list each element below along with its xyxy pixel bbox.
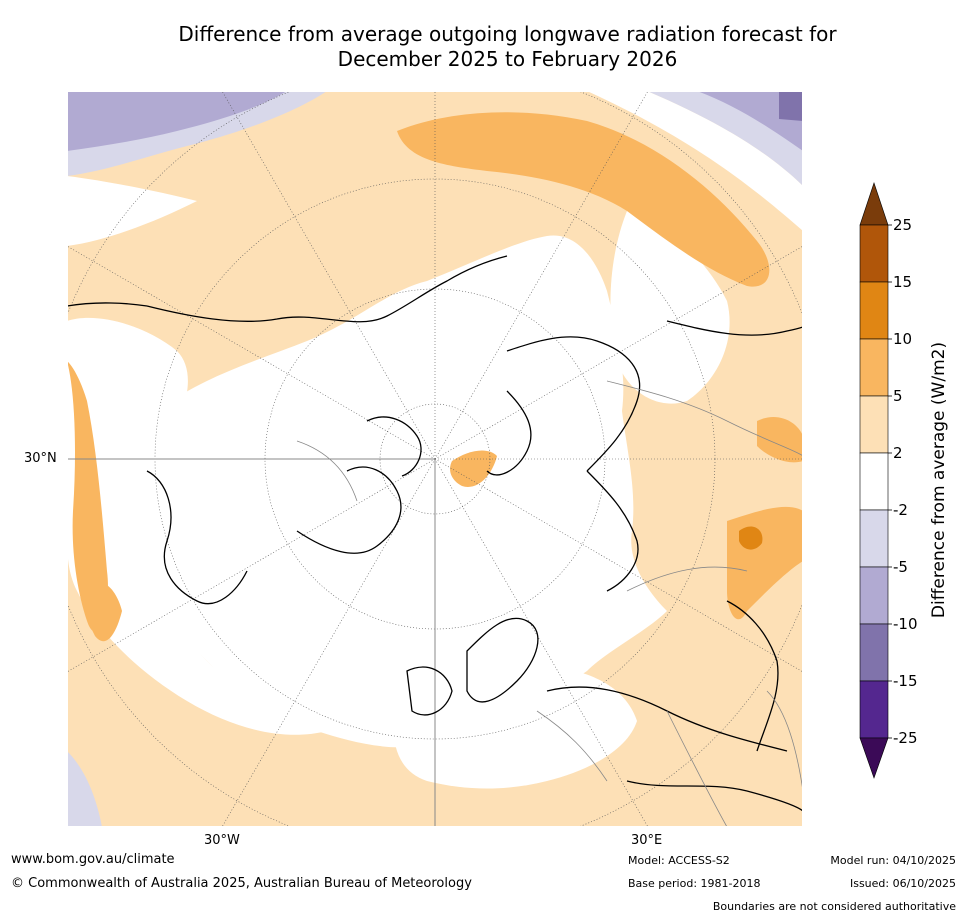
polar-map	[67, 91, 803, 827]
colorbar-tick-label: 5	[893, 387, 903, 405]
footer-model: Model: ACCESS-S2	[628, 854, 730, 867]
footer-issued: Issued: 06/10/2025	[849, 877, 956, 890]
anomaly-negative-top-right-stronger	[779, 91, 803, 121]
colorbar-label: Difference from average (W/m2)	[929, 342, 949, 618]
colorbar-under-triangle	[859, 737, 889, 779]
colorbar-swatch-7	[859, 623, 889, 682]
lon-label-30e: 30°E	[631, 833, 663, 848]
footer-model-run: Model run: 04/10/2025	[830, 854, 956, 867]
country-borders	[296, 380, 803, 827]
anomaly-5-10-pacific-edge	[67, 361, 108, 632]
colorbar-tick-label: -25	[893, 729, 918, 747]
footer-copyright: © Commonwealth of Australia 2025, Austra…	[11, 876, 472, 891]
colorbar-tick-label: -2	[893, 501, 908, 519]
anomaly-10-15-east-asia	[739, 526, 763, 550]
lat-label-30n: 30°N	[24, 451, 57, 466]
neutral-europe-region	[393, 664, 637, 789]
colorbar-tick-label: -15	[893, 672, 918, 690]
anomaly-negative-left-band	[67, 176, 197, 246]
anomaly-negative-top-right-strong	[697, 91, 803, 151]
colorbar-tick-label: 25	[893, 216, 912, 234]
neutral-east-region	[610, 211, 730, 404]
colorbar-tick-label: 10	[893, 330, 912, 348]
chart-title: Difference from average outgoing longwav…	[0, 22, 965, 72]
neutral-pacific-region	[67, 317, 327, 735]
footer-base-period: Base period: 1981-2018	[628, 877, 761, 890]
colorbar-tick-label: 15	[893, 273, 912, 291]
colorbar-swatch-2	[859, 338, 889, 397]
colorbar-swatch-6	[859, 566, 889, 625]
colorbar-tick-label: -10	[893, 615, 918, 633]
anomaly-5-10-bottom-left	[86, 582, 122, 642]
colorbar-swatch-3	[859, 395, 889, 454]
title-line-2: December 2025 to February 2026	[337, 47, 678, 71]
colorbar-swatch-8	[859, 680, 889, 739]
colorbar-swatch-4	[859, 452, 889, 511]
lon-label-30w: 30°W	[204, 833, 240, 848]
anomaly-5-10-siberia	[397, 112, 770, 287]
footer-website[interactable]: www.bom.gov.au/climate	[11, 852, 175, 867]
colorbar-over-triangle	[859, 182, 889, 226]
anomaly-5-10-barents	[450, 450, 497, 487]
neutral-top-right-band	[587, 91, 803, 231]
colorbar-swatch-5	[859, 509, 889, 568]
colorbar-swatch-0	[859, 224, 889, 283]
anomaly-negative-bottom-left	[67, 751, 102, 827]
anomaly-negative-top-left-strong	[67, 91, 287, 151]
colorbar-swatch-1	[859, 281, 889, 340]
primary-meridians	[67, 458, 436, 827]
colorbar-tick-label: 2	[893, 444, 903, 462]
footer-disclaimer: Boundaries are not considered authoritat…	[712, 900, 956, 913]
title-line-1: Difference from average outgoing longwav…	[178, 22, 837, 46]
neutral-arctic-region	[125, 235, 668, 748]
anomaly-5-10-eurasia-patch	[757, 416, 803, 463]
colorbar-tick-label: -5	[893, 558, 908, 576]
colorbar: 25 15 10 5 2 -2 -5 -10 -15 -25 Difference from av…	[859, 182, 949, 779]
